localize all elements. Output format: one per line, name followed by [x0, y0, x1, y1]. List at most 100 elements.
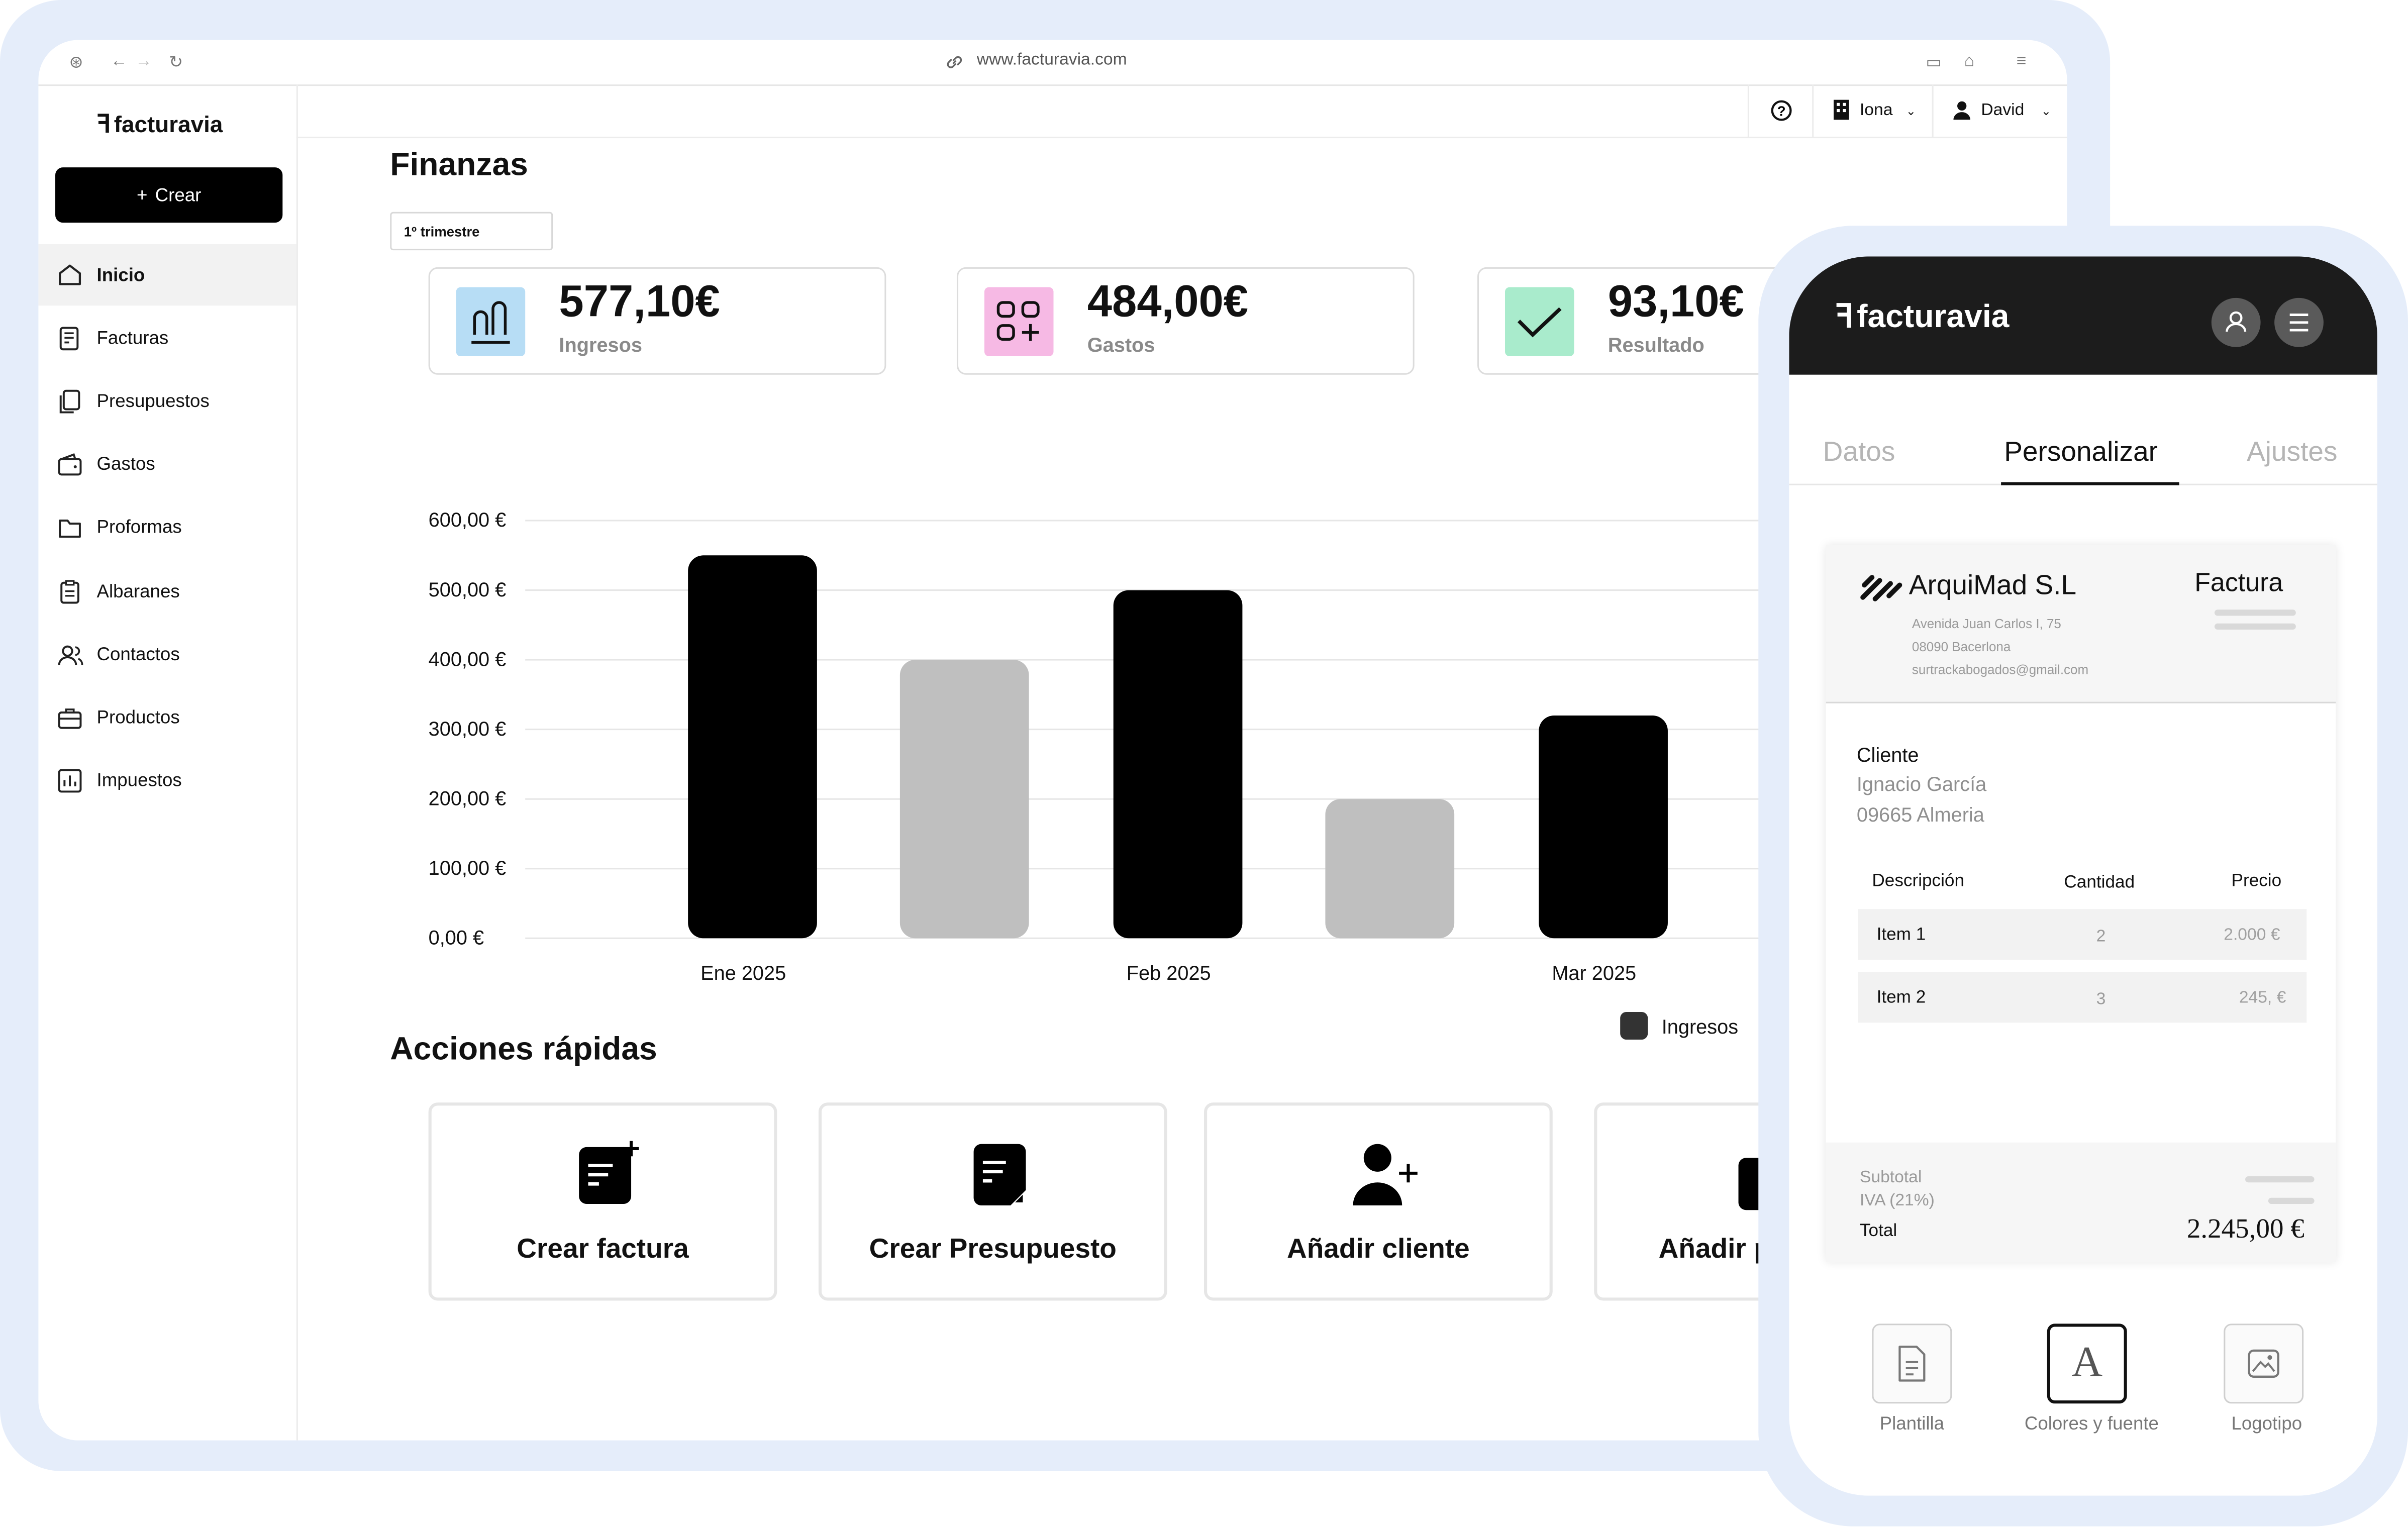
action-label: Añadir p	[1658, 1233, 1771, 1264]
new-quote-icon	[973, 1144, 1026, 1206]
sidebar-item-label: Contactos	[96, 643, 180, 665]
briefcase-icon	[58, 708, 82, 729]
stat-card-gastos[interactable]: 484,00€ Gastos	[956, 267, 1415, 375]
link-icon	[947, 56, 962, 68]
table-row: Item 2 3 245, €	[1858, 972, 2307, 1023]
stat-card-ingresos[interactable]: 577,10€ Ingresos	[428, 267, 886, 375]
page-title: Finanzas	[390, 147, 528, 183]
item-description: Item 2	[1876, 989, 1926, 1007]
invoice-icon	[59, 327, 79, 351]
sidebar-item-contactos[interactable]: Contactos	[38, 624, 296, 685]
wallet-icon	[58, 453, 82, 476]
tab-datos[interactable]: Datos	[1823, 436, 1895, 467]
bar-chart-icon	[58, 769, 82, 793]
company-email: surtrackabogados@gmail.com	[1912, 662, 2089, 677]
share-icon[interactable]: ⌂	[1964, 52, 1975, 71]
action-label: Crear Presupuesto	[869, 1233, 1117, 1264]
sidebar-item-facturas[interactable]: Facturas	[38, 307, 296, 368]
y-tick-label: 400,00 €	[429, 648, 507, 670]
desktop-browser-window: ⊛ ← → ↻ www.facturavia.com ▭ ⌂ ≡ ꟻ factur…	[38, 40, 2067, 1441]
mobile-menu-button[interactable]	[2274, 297, 2324, 347]
stat-value: 93,10€	[1608, 278, 1744, 327]
client-label: Cliente	[1856, 743, 1919, 767]
brand-name: facturavia	[114, 112, 223, 139]
plus-icon: +	[136, 184, 148, 206]
browser-menu-icon[interactable]: ⊛	[69, 53, 83, 72]
sidebar-item-proformas[interactable]: Proformas	[38, 496, 296, 557]
y-tick-label: 0,00 €	[429, 927, 484, 949]
sidebar-item-label: Presupuestos	[96, 390, 210, 412]
chart-bar	[1113, 590, 1243, 939]
y-tick-label: 300,00 €	[429, 718, 507, 740]
sidebar-item-label: Inicio	[96, 264, 145, 286]
stat-value: 577,10€	[559, 278, 720, 327]
sidebar-item-presupuestos[interactable]: Presupuestos	[38, 370, 296, 432]
sidebar-item-label: Gastos	[96, 453, 155, 475]
grid-plus-icon	[984, 287, 1054, 357]
template-button[interactable]	[1872, 1324, 1952, 1404]
svg-text:?: ?	[1777, 104, 1786, 119]
logo-mark-icon: ꟻ	[96, 112, 111, 139]
company-name: ArquiMad S.L	[1909, 569, 2077, 600]
add-user-icon	[1353, 1144, 1418, 1206]
new-invoice-icon	[579, 1141, 639, 1204]
add-client-card[interactable]: Añadir cliente	[1203, 1102, 1553, 1301]
tool-label: Colores y fuente	[2024, 1412, 2159, 1435]
stat-value: 484,00€	[1087, 278, 1249, 327]
cast-icon[interactable]: ▭	[1926, 53, 1942, 72]
chart-bar	[688, 555, 817, 939]
tab-ajustes[interactable]: Ajustes	[2247, 436, 2338, 467]
y-tick-label: 200,00 €	[429, 787, 507, 809]
invoice-totals: Subtotal IVA (21%) Total 2.245,00 €	[1826, 1142, 2336, 1263]
item-price: 2.000 €	[2224, 926, 2280, 945]
building-icon	[1834, 99, 1849, 120]
period-select[interactable]: 1º trimestre	[390, 212, 553, 251]
help-button[interactable]: ?	[1747, 84, 1814, 137]
sidebar-item-label: Impuestos	[96, 769, 182, 791]
invoice-preview: ArquiMad S.L Avenida Juan Carlos I, 75 0…	[1826, 545, 2336, 1263]
sidebar-item-label: Albaranes	[96, 580, 180, 602]
users-icon	[58, 645, 83, 665]
add-product-card[interactable]: Añadir p	[1594, 1102, 1778, 1301]
column-header-description: Descripción	[1872, 872, 1965, 891]
company-name: Iona	[1859, 101, 1893, 120]
create-quote-card[interactable]: Crear Presupuesto	[818, 1102, 1167, 1301]
back-icon[interactable]: ←	[111, 52, 128, 71]
sidebar-item-inicio[interactable]: Inicio	[38, 244, 296, 306]
stat-card-resultado[interactable]: 93,10€ Resultado	[1477, 267, 1785, 375]
column-header-quantity: Cantidad	[2064, 873, 2135, 892]
company-selector[interactable]: Iona ⌄	[1812, 84, 1933, 137]
create-invoice-card[interactable]: Crear factura	[428, 1102, 777, 1301]
chart-bar	[1539, 715, 1668, 939]
sidebar-item-impuestos[interactable]: Impuestos	[38, 749, 296, 810]
user-menu[interactable]: David ⌄	[1932, 84, 2067, 137]
sidebar-item-albaranes[interactable]: Albaranes	[38, 560, 296, 622]
mobile-profile-button[interactable]	[2211, 297, 2261, 347]
image-icon	[2248, 1349, 2279, 1378]
mobile-brand-logo[interactable]: ꟻ facturavia	[1835, 298, 2009, 336]
browser-toolbar: ⊛ ← → ↻ www.facturavia.com ▭ ⌂ ≡	[38, 40, 2067, 86]
url-field[interactable]: www.facturavia.com	[976, 50, 1127, 69]
x-tick-label: Feb 2025	[1127, 962, 1211, 984]
forward-icon[interactable]: →	[135, 52, 152, 71]
reload-icon[interactable]: ↻	[169, 53, 183, 72]
chart-bar	[1325, 799, 1455, 939]
client-name: Ignacio García	[1856, 772, 1987, 796]
item-description: Item 1	[1876, 926, 1926, 945]
sidebar-item-productos[interactable]: Productos	[38, 686, 296, 748]
logo-button[interactable]	[2224, 1324, 2304, 1404]
create-button[interactable]: + Crear	[55, 167, 283, 223]
sidebar-item-gastos[interactable]: Gastos	[38, 433, 296, 494]
clipboard-icon	[60, 580, 79, 604]
document-type: Factura	[2194, 568, 2283, 597]
create-label: Crear	[155, 184, 202, 206]
item-price: 245, €	[2239, 989, 2286, 1007]
tab-personalizar[interactable]: Personalizar	[2004, 436, 2158, 467]
placeholder-line	[2214, 623, 2296, 630]
colors-fonts-button[interactable]: A	[2047, 1324, 2127, 1404]
brand-logo[interactable]: ꟻ facturavia	[97, 109, 223, 140]
menu-icon[interactable]: ≡	[2016, 52, 2027, 71]
tool-label: Logotipo	[2231, 1412, 2302, 1435]
top-bar: ? Iona ⌄ David ⌄	[296, 84, 2067, 139]
stat-label: Gastos	[1087, 333, 1155, 357]
